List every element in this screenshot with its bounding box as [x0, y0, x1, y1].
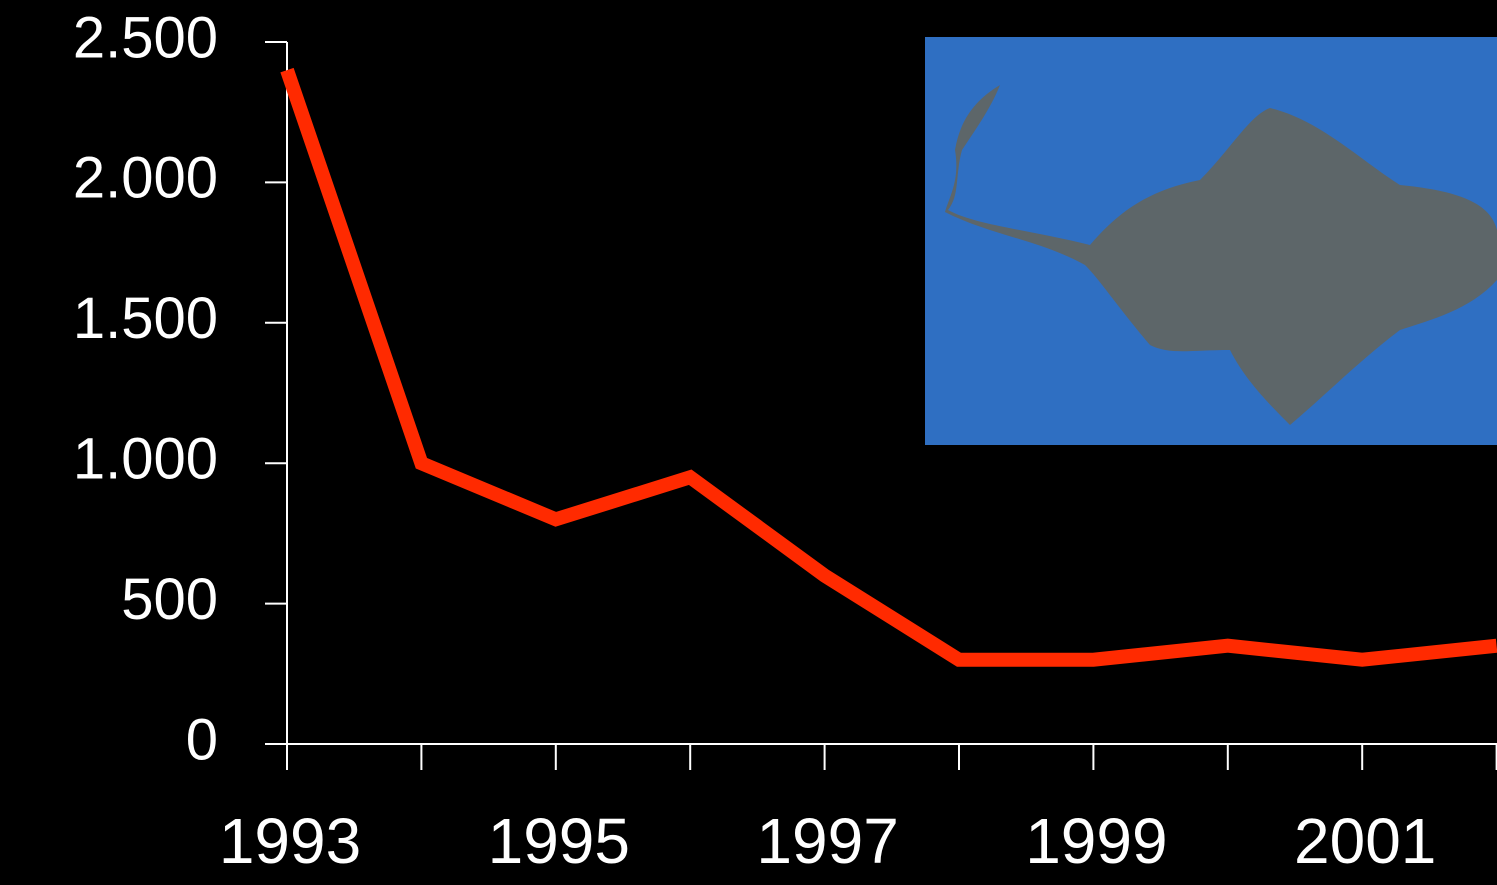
x-tick-label: 1995 [488, 805, 630, 877]
x-tick-label: 1993 [219, 805, 361, 877]
chart: 0 500 1.000 1.500 2.000 2.500 1993 1995 1997 1999… [0, 0, 1497, 885]
x-tick-label: 1999 [1025, 805, 1167, 877]
y-tick-label: 1.500 [73, 286, 218, 351]
page: {"chart_data": {"type": "line", "categor… [0, 0, 1497, 885]
photo [925, 37, 1497, 445]
y-tick-label: 2.000 [73, 146, 218, 211]
y-tick-label: 0 [186, 707, 218, 772]
y-tick-label: 1.000 [73, 427, 218, 492]
y-tick-label: 500 [121, 567, 218, 632]
y-tick-label: 2.500 [73, 5, 218, 70]
x-tick-label: 1997 [756, 805, 898, 877]
x-tick-label: 2001 [1294, 805, 1436, 877]
